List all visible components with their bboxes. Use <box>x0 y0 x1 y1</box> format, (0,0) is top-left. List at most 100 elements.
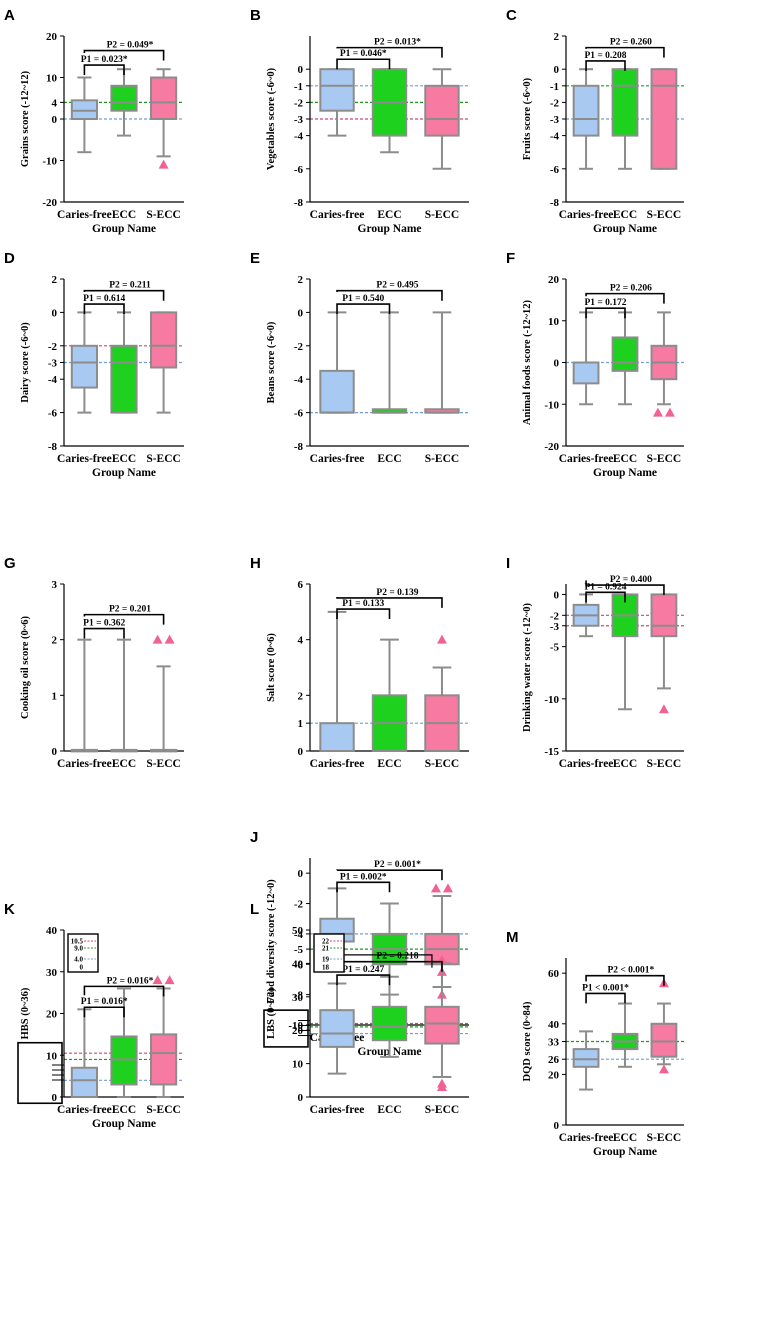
x-tick-label: S-ECC <box>146 1104 181 1116</box>
y-tick-label: 20 <box>46 1009 58 1021</box>
p2-bracket <box>585 292 665 304</box>
box-ecc <box>611 68 639 170</box>
p1-bracket <box>83 1006 125 1018</box>
y-tick-label: -2 <box>294 899 304 911</box>
box-caries-free <box>319 68 355 137</box>
y-tick-label: 0 <box>52 1092 58 1104</box>
box-s-ecc <box>424 955 460 1091</box>
outlier-point <box>658 704 669 714</box>
p1-label: P1 < 0.001* <box>582 983 629 993</box>
box-iqr <box>70 344 99 389</box>
x-tick-label: ECC <box>112 1104 136 1116</box>
p2-label: P2 = 0.049* <box>107 41 154 51</box>
box-ecc <box>371 638 408 752</box>
x-axis-label: Group Name <box>593 467 657 479</box>
x-tick-label: S-ECC <box>647 209 682 221</box>
y-tick-label: -1 <box>550 81 559 93</box>
panel-m: M 0 20 26 33 40 60 DQD score (0~84) Caries-free E… <box>506 929 684 1158</box>
y-tick-label: 20 <box>548 1069 560 1081</box>
inset-zoom: 10.59.0 4.00 <box>67 933 99 973</box>
p1-label: P1 = 0.046* <box>340 49 387 59</box>
p1-bracket <box>585 992 626 1004</box>
x-axis-label: Group Name <box>92 467 156 479</box>
y-tick-label: 6 <box>298 579 304 591</box>
y-tick-label: 0 <box>554 1120 560 1132</box>
p1-label: P1 = 0.614 <box>83 294 125 304</box>
y-axis-label: Salt score (0~6) <box>266 633 277 702</box>
p2-bracket <box>585 974 665 986</box>
panel-label: E <box>250 250 260 267</box>
box-iqr <box>319 1009 355 1048</box>
p2-bracket <box>83 985 165 997</box>
x-tick-label: Caries-free <box>57 758 112 770</box>
outlier-point <box>158 159 169 169</box>
x-tick-label: S-ECC <box>425 209 460 221</box>
p1-label: P1 = 0.016* <box>81 997 128 1007</box>
y-tick-label: -5 <box>294 944 304 956</box>
y-tick-label: 0 <box>298 64 304 76</box>
box-ecc <box>110 638 138 753</box>
panel-h: H 0 1 2 4 6 Salt score (0~6) Caries-free ECC S-EC… <box>250 555 469 770</box>
panel-b: B -8 -6 -4 -3 -2 -1 0 Vegetables score (-6~0) Car… <box>250 7 469 235</box>
y-tick-label: 0 <box>298 307 304 319</box>
y-tick-label: 2 <box>52 274 58 286</box>
panel-e: E -8 -6 -4 -2 0 2 Beans score (-6~0) Caries-free… <box>250 250 469 465</box>
y-tick-label: 30 <box>46 967 58 979</box>
outlier-point <box>152 634 163 644</box>
inset-tick-label: 18 <box>322 964 330 972</box>
x-tick-label: Caries-free <box>57 209 112 221</box>
box-caries-free <box>70 76 99 154</box>
panel-label: F <box>506 250 515 267</box>
box-s-ecc <box>424 68 460 170</box>
x-tick-label: ECC <box>613 1132 637 1144</box>
y-tick-label: 2 <box>298 690 304 702</box>
box-iqr <box>319 68 355 112</box>
x-tick-label: ECC <box>112 453 136 465</box>
box-iqr <box>650 68 678 170</box>
y-tick-label: 10 <box>46 73 58 85</box>
p1-bracket <box>585 591 626 603</box>
y-tick-label: 60 <box>548 968 560 980</box>
x-tick-label: ECC <box>613 758 637 770</box>
box-iqr <box>150 76 178 120</box>
x-tick-label: ECC <box>112 209 136 221</box>
outlier-point <box>652 407 663 417</box>
p1-bracket <box>336 974 391 986</box>
inset-tick-label: 10.5 <box>71 938 84 946</box>
y-tick-label: -8 <box>48 441 58 453</box>
y-tick-label: -3 <box>550 114 560 126</box>
box-iqr <box>611 68 639 137</box>
panel-label: J <box>250 829 258 846</box>
y-tick-label: 20 <box>46 31 58 43</box>
x-tick-label: ECC <box>112 758 136 770</box>
box-iqr <box>572 361 600 385</box>
y-tick-label: -5 <box>550 642 560 654</box>
p2-label: P2 = 0.001* <box>374 860 421 870</box>
x-tick-label: S-ECC <box>146 758 181 770</box>
y-tick-label: -2 <box>550 97 560 109</box>
p2-label: P2 = 0.400 <box>610 575 652 585</box>
x-tick-label: S-ECC <box>647 1132 682 1144</box>
y-axis-label: Cooking oil score (0~6) <box>20 616 31 719</box>
box-iqr <box>319 722 355 753</box>
x-tick-label: Caries-free <box>559 453 614 465</box>
y-tick-label: 50 <box>292 925 304 937</box>
panel-i: I -15 -10 -5 -3-2 0 Drinking water score (-12~… <box>506 555 684 770</box>
box-caries-free <box>319 982 355 1075</box>
y-tick-label: -20 <box>544 441 559 453</box>
box-ecc <box>371 311 408 414</box>
y-tick-label: 0 <box>298 1092 304 1104</box>
p1-bracket <box>83 303 125 315</box>
y-tick-label: -10 <box>544 694 559 706</box>
p1-label: P1 = 0.133 <box>342 599 384 609</box>
y-tick-label: -10 <box>42 156 57 168</box>
box-iqr <box>150 1033 178 1086</box>
box-ecc <box>611 1002 639 1068</box>
p1-bracket <box>336 58 391 70</box>
x-tick-label: S-ECC <box>647 453 682 465</box>
p2-bracket <box>83 49 165 61</box>
y-tick-label: 1 <box>52 690 58 702</box>
box-iqr <box>70 99 99 120</box>
box-caries-free <box>572 1030 600 1091</box>
box-ecc <box>371 975 408 1058</box>
